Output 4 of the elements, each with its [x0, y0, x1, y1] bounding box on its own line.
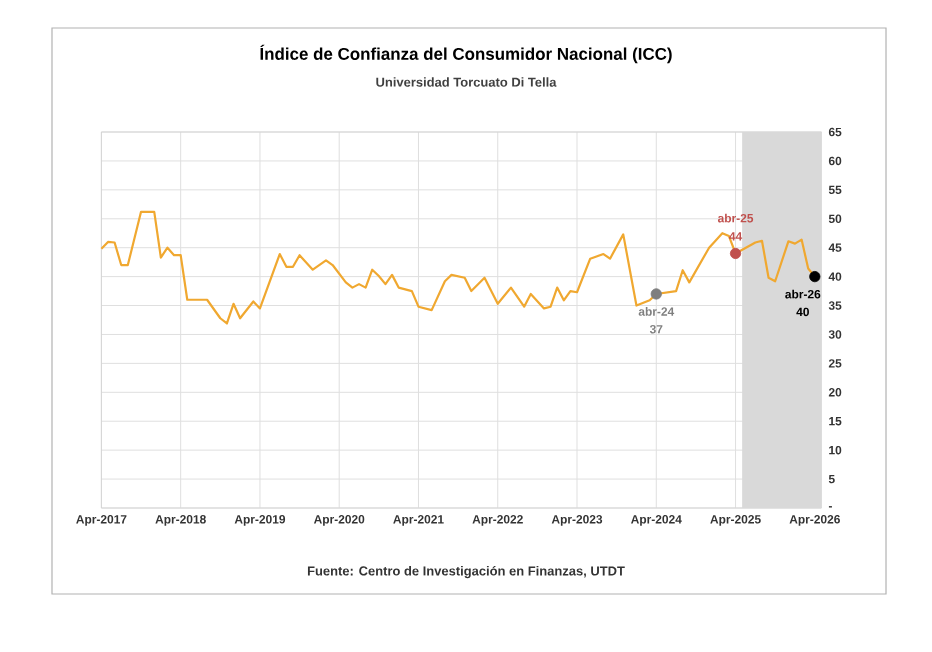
- point: [809, 271, 821, 283]
- point: [650, 288, 662, 300]
- point: [729, 247, 742, 260]
- chart-title: Índice de Confianza del Consumidor Nacional (ICC): [260, 44, 672, 64]
